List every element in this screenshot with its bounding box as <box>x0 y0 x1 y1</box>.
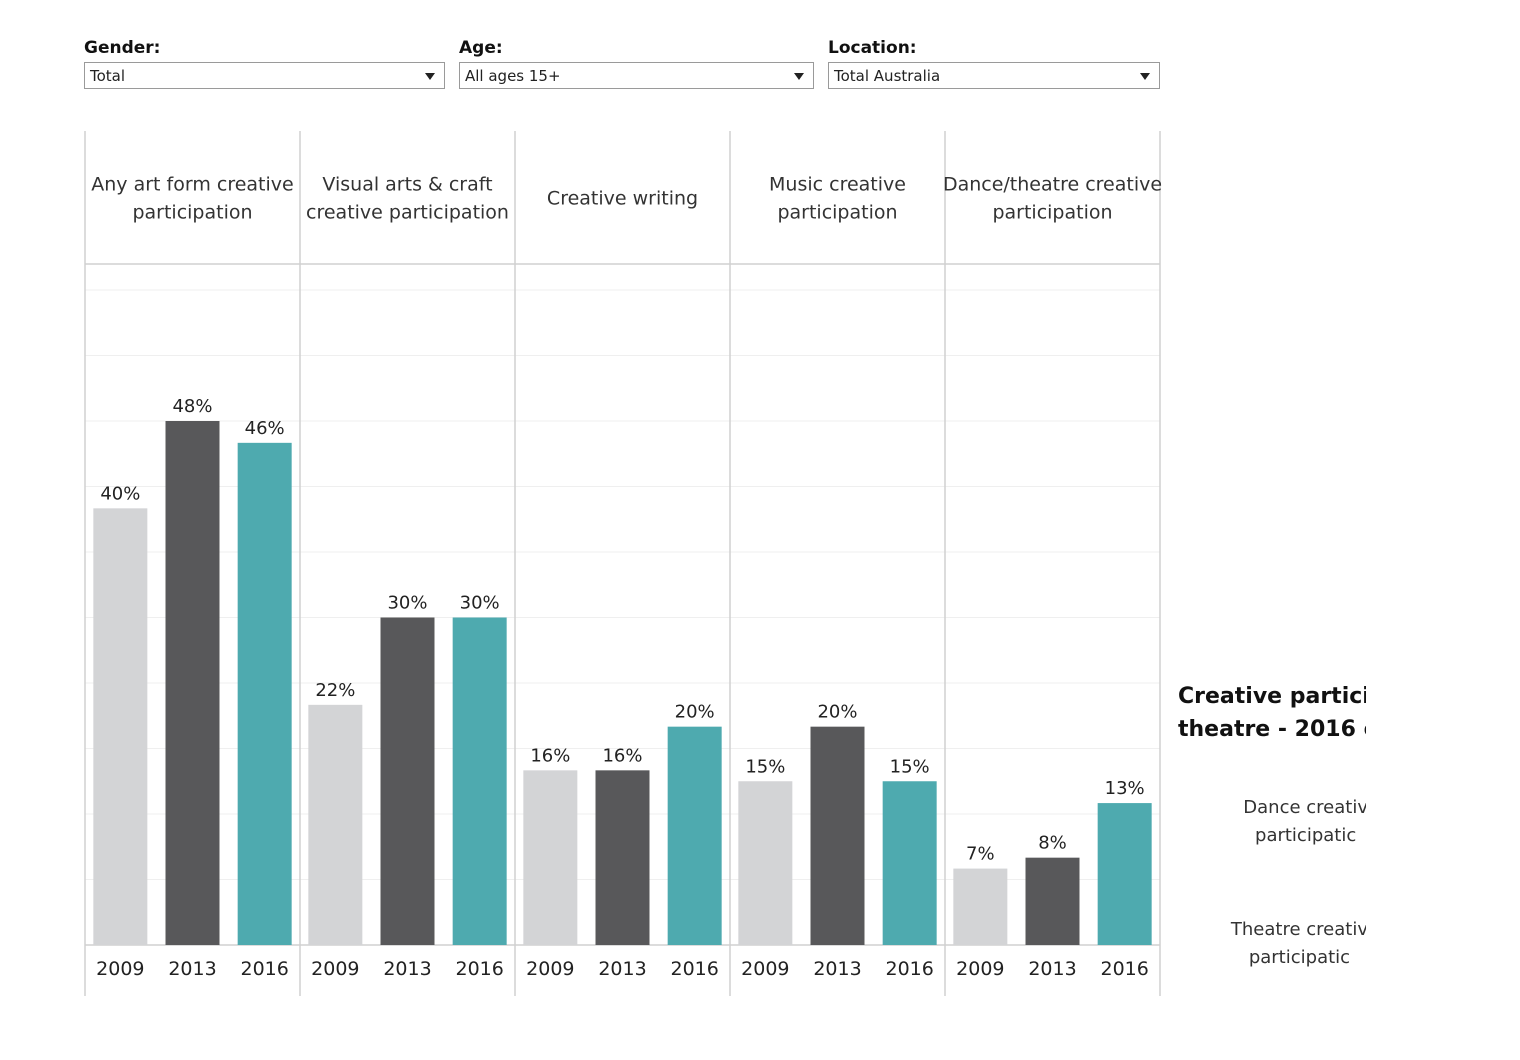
participation-bar-chart: Any art form creative participation 40% 200… <box>84 131 1162 996</box>
panel-title: Creative writing <box>547 188 698 210</box>
bar-value-label: 30% <box>387 593 427 614</box>
panel-title: Any art form creative <box>91 174 293 196</box>
side-chart-title: Creative particip theatre - 2016 or <box>1178 680 1366 746</box>
bar <box>595 770 650 945</box>
bar <box>452 617 507 945</box>
bar-value-label: 16% <box>602 745 642 766</box>
x-tick-label: 2013 <box>1028 958 1076 980</box>
x-tick-label: 2009 <box>956 958 1004 980</box>
side-label-theatre: Theatre creativ participatic <box>1178 916 1366 972</box>
location-filter: Location: Total Australia <box>828 36 1160 89</box>
location-select-value: Total Australia <box>834 67 941 85</box>
bar <box>523 770 578 945</box>
panel-title: creative participation <box>306 202 509 224</box>
bar <box>1097 803 1152 945</box>
x-tick-label: 2016 <box>455 958 503 980</box>
bar-value-label: 22% <box>315 680 355 701</box>
x-tick-label: 2009 <box>311 958 359 980</box>
side-title-line-2: theatre - 2016 or <box>1178 717 1366 742</box>
bar-value-label: 40% <box>100 483 140 504</box>
bar-value-label: 46% <box>245 418 285 439</box>
panel-title: Visual arts & craft <box>322 174 492 196</box>
age-select-value: All ages 15+ <box>465 67 561 85</box>
dropdown-arrow-icon[interactable] <box>1140 73 1150 80</box>
panel-title: Music creative <box>769 174 906 196</box>
location-select[interactable]: Total Australia <box>828 62 1160 89</box>
gender-select-value: Total <box>90 67 126 85</box>
dropdown-arrow-icon[interactable] <box>425 73 435 80</box>
x-tick-label: 2013 <box>598 958 646 980</box>
age-filter-label: Age: <box>459 38 503 58</box>
panel-title: participation <box>132 202 252 224</box>
bar-value-label: 48% <box>172 396 212 417</box>
bar <box>93 508 148 945</box>
panel-title: Dance/theatre creative <box>943 174 1162 196</box>
dropdown-arrow-icon[interactable] <box>794 73 804 80</box>
panel-title: participation <box>777 202 897 224</box>
x-tick-label: 2016 <box>240 958 288 980</box>
x-tick-label: 2013 <box>168 958 216 980</box>
side-label-dance: Dance creativ participatic <box>1178 794 1366 850</box>
bar <box>953 868 1008 945</box>
bar <box>308 704 363 945</box>
bar-value-label: 20% <box>817 702 857 723</box>
bar <box>882 781 937 945</box>
side-label-dance-line-2: participatic <box>1255 825 1357 846</box>
bar <box>667 726 722 945</box>
x-tick-label: 2013 <box>813 958 861 980</box>
bar-value-label: 7% <box>966 844 995 865</box>
bar-value-label: 8% <box>1038 833 1067 854</box>
x-tick-label: 2009 <box>741 958 789 980</box>
bar <box>810 726 865 945</box>
side-label-theatre-line-2: participatic <box>1248 947 1351 968</box>
x-tick-label: 2016 <box>670 958 718 980</box>
x-tick-label: 2016 <box>1100 958 1148 980</box>
bar-value-label: 20% <box>675 702 715 723</box>
side-label-dance-line-1: Dance creativ <box>1243 797 1366 818</box>
x-tick-label: 2013 <box>383 958 431 980</box>
age-filter: Age: All ages 15+ <box>459 36 814 89</box>
x-tick-label: 2009 <box>96 958 144 980</box>
bar-value-label: 13% <box>1105 778 1145 799</box>
bar <box>738 781 793 945</box>
side-label-theatre-line-1: Theatre creativ <box>1230 919 1366 940</box>
bar-value-label: 15% <box>890 756 930 777</box>
bar <box>165 421 220 945</box>
x-tick-label: 2016 <box>885 958 933 980</box>
gender-filter: Gender: Total <box>84 36 445 89</box>
age-select[interactable]: All ages 15+ <box>459 62 814 89</box>
bar-value-label: 15% <box>745 756 785 777</box>
x-tick-label: 2009 <box>526 958 574 980</box>
gender-filter-label: Gender: <box>84 38 161 58</box>
bar <box>237 442 292 945</box>
bar-value-label: 30% <box>460 593 500 614</box>
location-filter-label: Location: <box>828 38 917 58</box>
bar <box>1025 857 1080 945</box>
side-title-line-1: Creative particip <box>1178 684 1366 709</box>
bar <box>380 617 435 945</box>
gender-select[interactable]: Total <box>84 62 445 89</box>
bar-value-label: 16% <box>530 745 570 766</box>
panel-title: participation <box>992 202 1112 224</box>
